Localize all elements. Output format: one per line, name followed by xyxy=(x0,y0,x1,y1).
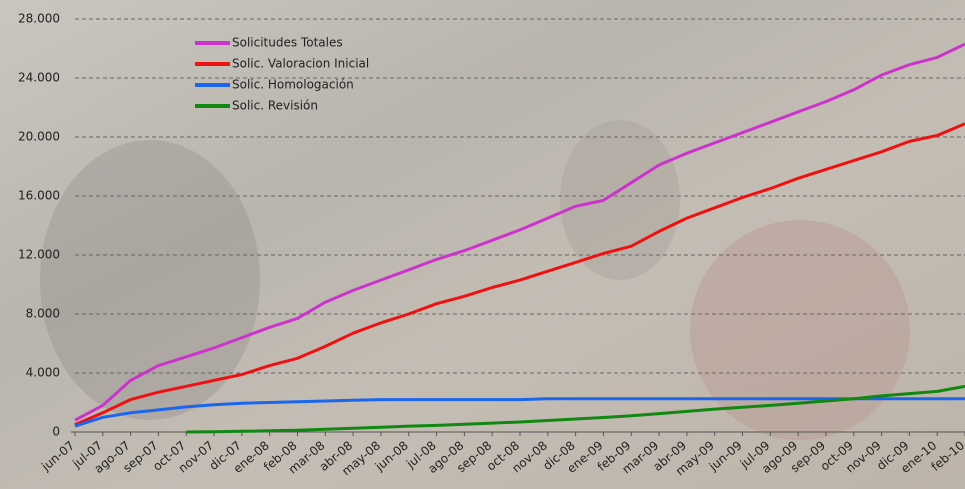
legend-label: Solic. Valoracion Inicial xyxy=(232,57,369,71)
y-tick-label: 24.000 xyxy=(18,71,60,85)
y-tick-label: 8.000 xyxy=(26,307,60,321)
y-tick-label: 0 xyxy=(52,425,60,439)
legend-label: Solic. Revisión xyxy=(232,99,318,113)
legend-label: Solicitudes Totales xyxy=(232,36,343,50)
series-line xyxy=(186,384,965,434)
series-line xyxy=(74,42,965,422)
legend-label: Solic. Homologación xyxy=(232,78,354,92)
y-tick-label: 16.000 xyxy=(18,189,60,203)
background-shape xyxy=(560,120,680,280)
y-tick-label: 4.000 xyxy=(26,366,60,380)
background-shape xyxy=(690,220,910,440)
y-tick-label: 12.000 xyxy=(18,248,60,262)
y-tick-label: 20.000 xyxy=(18,130,60,144)
y-tick-label: 28.000 xyxy=(18,12,60,26)
series-line xyxy=(74,122,965,426)
series-line xyxy=(74,397,965,428)
